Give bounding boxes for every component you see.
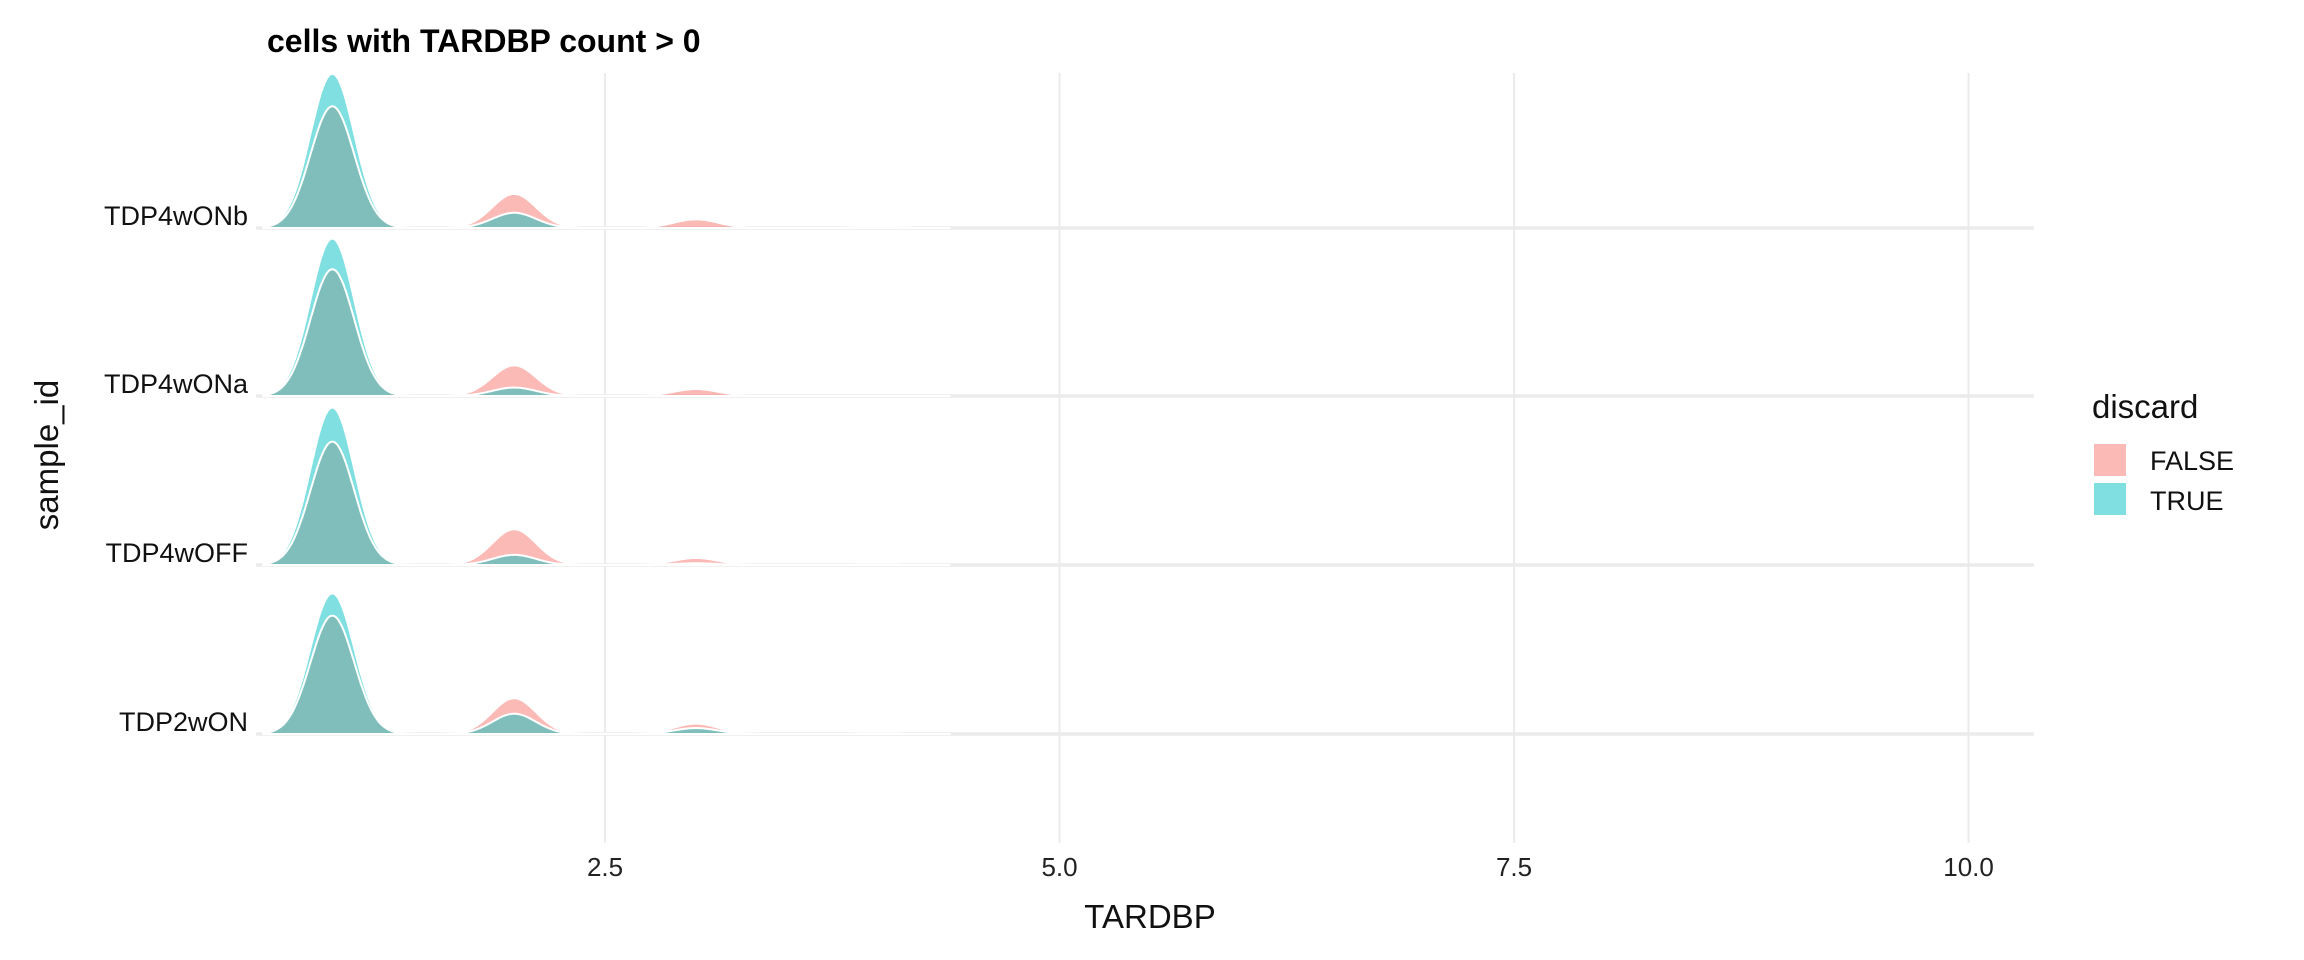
legend-title: discard — [2092, 388, 2198, 425]
y-axis-title: sample_id — [28, 380, 65, 530]
density-overlap — [262, 440, 951, 566]
density-overlap — [262, 614, 951, 735]
y-tick-label: TDP4wOFF — [105, 538, 248, 568]
x-axis-title: TARDBP — [1084, 898, 1215, 935]
density-overlap — [262, 268, 951, 397]
legend-key-false — [2094, 444, 2126, 476]
legend-label-true: TRUE — [2150, 486, 2224, 516]
x-tick-label: 2.5 — [587, 852, 623, 882]
legend-label-false: FALSE — [2150, 446, 2234, 476]
legend: discard FALSE TRUE — [2092, 388, 2234, 516]
density-overlap — [262, 105, 951, 229]
chart-title: cells with TARDBP count > 0 — [267, 23, 701, 59]
legend-key-true — [2094, 483, 2126, 515]
ridge-TDP4wONb — [262, 73, 951, 229]
y-tick-label: TDP2wON — [119, 707, 248, 737]
ridges — [262, 73, 951, 735]
y-tick-label: TDP4wONb — [104, 201, 248, 231]
x-tick-label: 7.5 — [1496, 852, 1532, 882]
y-tick-label: TDP4wONa — [104, 369, 249, 399]
ridge-TDP4wOFF — [262, 407, 951, 566]
ridge-TDP4wONa — [262, 238, 951, 397]
y-tick-labels: TDP4wONb TDP4wONa TDP4wOFF TDP2wON — [104, 201, 249, 737]
ridge-TDP2wON — [262, 592, 951, 735]
x-tick-labels: 2.5 5.0 7.5 10.0 — [587, 852, 1994, 882]
x-tick-label: 5.0 — [1041, 852, 1077, 882]
x-tick-label: 10.0 — [1943, 852, 1994, 882]
